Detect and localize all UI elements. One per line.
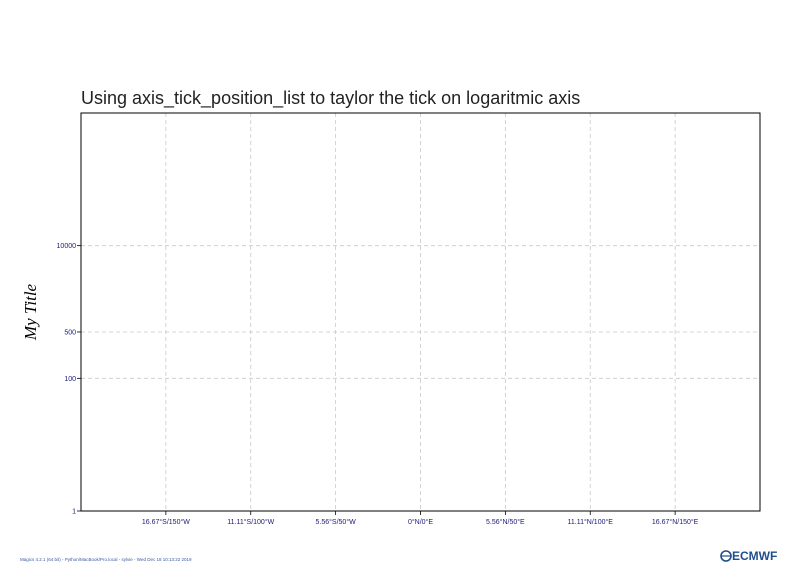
x-tick-label: 11.11°S/100°W xyxy=(227,518,274,526)
ecmwf-logo-icon xyxy=(720,550,732,562)
x-tick-label: 5.56°N/50°E xyxy=(486,518,525,526)
footer-text: Magics 4.2.1 (64 bit) - Python/MacBook/P… xyxy=(20,557,192,562)
y-tick-label: 1 xyxy=(72,509,76,516)
x-tick-label: 16.67°S/150°W xyxy=(142,518,190,526)
x-tick-label: 16.67°N/150°E xyxy=(652,518,699,526)
grid xyxy=(81,113,760,511)
y-tick-label: 100 xyxy=(64,376,76,383)
x-tick-label: 5.56°S/50°W xyxy=(316,518,357,526)
axis-ticks: 16.67°S/150°W 11.11°S/100°W 5.56°S/50°W 0°N… xyxy=(57,243,699,526)
y-tick-label: 10000 xyxy=(57,243,77,250)
x-tick-label: 0°N/0°E xyxy=(408,518,433,526)
y-axis-label: My Title xyxy=(21,283,40,341)
ecmwf-logo: ECMWF xyxy=(720,549,777,563)
chart-title: Using axis_tick_position_list to taylor … xyxy=(81,88,580,109)
x-tick-label: 11.11°N/100°E xyxy=(568,518,614,526)
ecmwf-logo-text: ECMWF xyxy=(732,549,777,563)
y-tick-label: 500 xyxy=(64,329,76,336)
